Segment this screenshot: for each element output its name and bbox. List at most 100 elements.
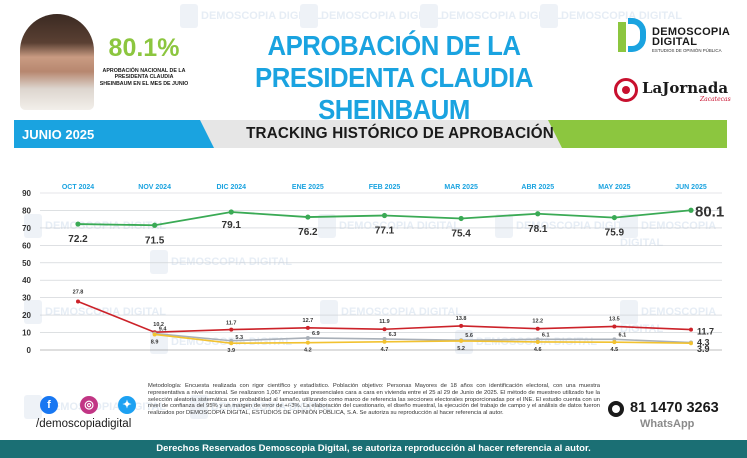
data-label: 12.2 — [532, 319, 543, 325]
data-point — [152, 222, 158, 228]
watermark-text: DEMOSCOPIA DIGITAL — [620, 219, 716, 249]
data-point — [535, 339, 540, 344]
data-point — [228, 209, 234, 215]
instagram-icon[interactable]: ◎ — [80, 396, 98, 414]
watermark-logo: DEMOSCOPIA DIGITAL — [180, 4, 322, 28]
x-tick-label: ENE 2025 — [292, 184, 324, 191]
watermark-text: DEMOSCOPIA DIGITAL — [441, 9, 562, 22]
data-label: 8.9 — [151, 339, 159, 345]
whatsapp-icon — [608, 401, 624, 417]
data-label: 75.4 — [451, 228, 471, 239]
data-label: 27.8 — [73, 290, 84, 296]
data-label: 4.6 — [534, 347, 542, 353]
y-tick-label: 10 — [22, 329, 31, 338]
watermark-logo: DEMOSCOPIA DIGITAL — [150, 250, 292, 274]
watermark-text: DEMOSCOPIA DIGITAL — [211, 400, 332, 413]
data-point — [535, 211, 541, 217]
x-tick-label: MAY 2025 — [598, 184, 630, 191]
twitter-icon[interactable]: ✦ — [118, 396, 136, 414]
data-label: 76.2 — [298, 227, 318, 238]
data-point — [612, 340, 617, 345]
series-line — [154, 332, 692, 344]
data-label: 80.1 — [695, 203, 724, 220]
data-label: 6.1 — [542, 332, 550, 338]
watermark-text: DEMOSCOPIA DIGITAL — [45, 219, 166, 232]
data-label: 4.3 — [697, 337, 710, 347]
data-point — [535, 326, 540, 331]
data-point — [382, 337, 387, 342]
watermark-logo: DEMOSCOPIA DIGITAL — [420, 4, 562, 28]
watermark-logo: DEMOSCOPIA DIGITAL — [300, 4, 442, 28]
demoscopia-logo-name-1: DEMOSCOPIA — [652, 26, 731, 38]
title-line-1: APROBACIÓN DE LA — [267, 30, 521, 61]
data-label: 10.2 — [153, 322, 164, 328]
month-label: JUNIO 2025 — [22, 127, 95, 142]
watermark-text: DEMOSCOPIA DIGITAL — [516, 219, 637, 232]
data-label: 9.4 — [159, 327, 168, 333]
data-label: 77.1 — [375, 226, 395, 237]
watermark-logo: DEMOSCOPIA DIGITAL — [495, 214, 637, 238]
series-line — [154, 333, 692, 344]
facebook-icon[interactable]: f — [40, 396, 58, 414]
jornada-logo-sub: Zacatecas — [700, 96, 731, 103]
data-label: 79.1 — [222, 220, 242, 231]
president-photo — [20, 14, 94, 110]
data-point — [305, 214, 311, 220]
data-label: 4.2 — [304, 348, 312, 354]
watermark-text: DEMOSCOPIA DIGITAL — [321, 9, 442, 22]
data-point — [689, 341, 693, 346]
data-point — [459, 338, 464, 343]
watermark-glyph-icon — [24, 300, 42, 324]
demoscopia-logo: DEMOSCOPIA DIGITAL ESTUDIOS DE OPINIÓN P… — [614, 18, 734, 58]
watermark-logo: DEMOSCOPIA DIGITAL — [620, 214, 747, 249]
watermark-logo: DEMOSCOPIA DIGITAL — [318, 214, 460, 238]
y-tick-label: 60 — [22, 241, 31, 250]
y-tick-label: 50 — [22, 259, 31, 268]
x-tick-label: JUN 2025 — [675, 184, 707, 191]
demoscopia-logo-name-2: DIGITAL — [652, 36, 698, 48]
data-point — [612, 324, 617, 329]
approval-line-chart: 0 10 20 30 40 50 60 70 80 90 OCT 2024 NOV 2024 DIC 2… — [22, 184, 724, 355]
data-label: 4.5 — [611, 347, 619, 353]
x-tick-label: NOV 2024 — [138, 184, 171, 191]
watermark-text: DEMOSCOPIA DIGITAL — [45, 400, 166, 413]
title-bar: JUNIO 2025 TRACKING HISTÓRICO DE APROBAC… — [0, 120, 747, 148]
watermark-glyph-icon — [318, 214, 336, 238]
jornada-logo: LaJornada Zacatecas — [614, 76, 734, 106]
watermark-glyph-icon — [24, 214, 42, 238]
social-handle[interactable]: /demoscopiadigital — [36, 418, 132, 430]
x-tick-label: OCT 2024 — [62, 184, 94, 191]
data-label: 5.3 — [235, 335, 243, 341]
data-label: 75.9 — [605, 228, 625, 239]
watermark-logo: DEMOSCOPIA DIGITAL — [190, 395, 332, 419]
watermark-logo: DEMOSCOPIA DIGITAL — [320, 300, 462, 324]
rights-bar: Derechos Reservados Demoscopia Digital, … — [0, 440, 747, 458]
social-links: f ◎ ✦ /demoscopiadigital — [36, 396, 146, 432]
data-point — [688, 207, 694, 213]
jornada-logo-name: LaJornada — [642, 79, 729, 97]
x-tick-label: FEB 2025 — [369, 184, 401, 191]
data-label: 78.1 — [528, 224, 548, 235]
data-point — [75, 221, 81, 227]
data-point — [229, 341, 234, 346]
data-point — [152, 332, 157, 337]
data-point — [611, 214, 617, 221]
watermark-glyph-icon — [150, 250, 168, 274]
whatsapp-contact[interactable]: 81 1470 3263 WhatsApp — [604, 398, 734, 434]
y-tick-label: 90 — [22, 189, 31, 198]
data-label: 4.7 — [381, 347, 389, 353]
watermark-glyph-icon — [420, 4, 438, 28]
x-tick-label: DIC 2024 — [216, 184, 246, 191]
data-label: 6.3 — [389, 332, 397, 338]
data-point — [458, 215, 464, 222]
data-point — [612, 337, 617, 342]
demoscopia-logo-tagline: ESTUDIOS DE OPINIÓN PÚBLICA — [652, 48, 722, 53]
data-point — [382, 339, 387, 344]
data-point — [305, 325, 310, 330]
watermark-text: DEMOSCOPIA DIGITAL — [561, 9, 682, 22]
data-label: 11.7 — [226, 321, 236, 327]
data-label: 5.6 — [465, 333, 473, 339]
data-label: 72.2 — [68, 234, 88, 245]
phone-number: 81 1470 3263 — [630, 400, 719, 416]
watermark-text: DEMOSCOPIA DIGITAL — [341, 305, 462, 318]
